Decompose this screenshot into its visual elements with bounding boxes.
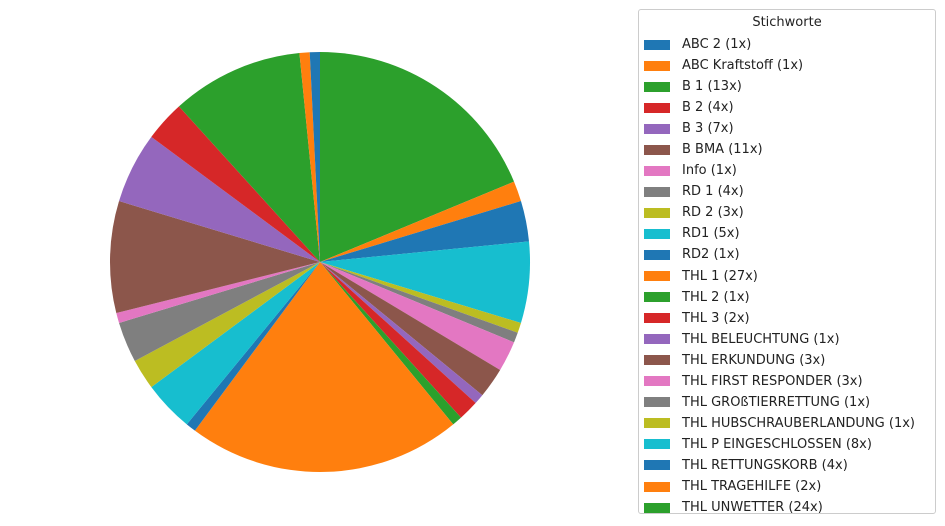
- legend-swatch: [644, 502, 670, 513]
- pie-slice-14: [134, 262, 320, 388]
- legend-label: RD 2 (3x): [682, 205, 744, 221]
- legend-label: B 1 (13x): [682, 79, 742, 95]
- legend-item: THL P EINGESCHLOSSEN (8x): [644, 434, 915, 455]
- legend-swatch: [644, 81, 670, 92]
- legend-swatch: [644, 207, 670, 218]
- legend-swatch: [644, 397, 670, 408]
- legend-label: THL 3 (2x): [682, 310, 750, 326]
- legend-item: B 3 (7x): [644, 118, 915, 139]
- legend-swatch: [644, 123, 670, 134]
- legend-item: ABC 2 (1x): [644, 34, 915, 55]
- legend-swatch: [644, 418, 670, 429]
- legend-label: THL TRAGEHILFE (2x): [682, 479, 822, 494]
- legend-swatch: [644, 271, 670, 282]
- legend-item: THL TRAGEHILFE (2x): [644, 476, 915, 497]
- pie-slice-3: [320, 241, 531, 323]
- legend-item: THL 3 (2x): [644, 308, 915, 329]
- pie-slice-19: [151, 106, 320, 263]
- legend-item: THL FIRST RESPONDER (3x): [644, 371, 915, 392]
- pie-chart: [109, 51, 531, 472]
- legend-label: THL 2 (1x): [682, 289, 750, 305]
- legend-label: THL 1 (27x): [682, 268, 758, 284]
- legend-item: THL BELEUCHTUNG (1x): [644, 329, 915, 350]
- legend-label: ABC Kraftstoff (1x): [682, 58, 804, 74]
- pie-slice-2: [320, 201, 529, 262]
- legend-label: THL ERKUNDUNG (3x): [682, 352, 826, 368]
- legend-item: RD 1 (4x): [644, 181, 915, 202]
- legend-swatch: [644, 355, 670, 366]
- legend-item: ABC Kraftstoff (1x): [644, 55, 915, 76]
- legend-label: B 2 (4x): [682, 100, 734, 116]
- legend-swatch: [644, 313, 670, 324]
- legend-item: THL UNWETTER (24x): [644, 497, 915, 518]
- legend-label: THL HUBSCHRAUBERLANDUNG (1x): [682, 415, 915, 431]
- legend-label: RD2 (1x): [682, 247, 740, 263]
- legend-swatch: [644, 144, 670, 155]
- pie-slice-6: [320, 262, 515, 370]
- legend-label: B BMA (11x): [682, 142, 763, 158]
- legend-swatch: [644, 376, 670, 387]
- legend-item: RD2 (1x): [644, 244, 915, 265]
- legend-item: B 2 (4x): [644, 97, 915, 118]
- legend-label: THL FIRST RESPONDER (3x): [682, 373, 863, 389]
- legend-swatch: [644, 60, 670, 71]
- pie-slice-10: [320, 262, 462, 425]
- pie-slice-1: [320, 181, 521, 262]
- legend-swatch: [644, 39, 670, 50]
- pie-slice-8: [320, 262, 483, 404]
- legend-items: ABC 2 (1x) ABC Kraftstoff (1x) B 1 (13x) B …: [644, 34, 915, 518]
- pie-slice-20: [178, 53, 320, 263]
- legend-item: THL RETTUNGSKORB (4x): [644, 455, 915, 476]
- legend-item: B 1 (13x): [644, 76, 915, 97]
- pie-slice-11: [194, 262, 454, 472]
- legend-swatch: [644, 249, 670, 260]
- legend-swatch: [644, 481, 670, 492]
- legend-swatch: [644, 186, 670, 197]
- pie-slice-12: [186, 262, 320, 431]
- legend-label: B 3 (7x): [682, 121, 734, 137]
- legend-item: THL GROßTIERRETTUNG (1x): [644, 392, 915, 413]
- legend-item: Info (1x): [644, 160, 915, 181]
- legend-item: THL HUBSCHRAUBERLANDUNG (1x): [644, 413, 915, 434]
- legend-item: RD1 (5x): [644, 223, 915, 244]
- legend-swatch: [644, 460, 670, 471]
- legend-swatch: [644, 439, 670, 450]
- pie-slice-9: [320, 262, 476, 418]
- legend-swatch: [644, 228, 670, 239]
- legend-label: THL P EINGESCHLOSSEN (8x): [682, 436, 872, 452]
- legend-item: THL ERKUNDUNG (3x): [644, 350, 915, 371]
- legend-label: RD1 (5x): [682, 226, 740, 242]
- legend-label: ABC 2 (1x): [682, 37, 752, 53]
- legend-label: THL BELEUCHTUNG (1x): [682, 331, 840, 347]
- legend-swatch: [644, 102, 670, 113]
- legend-label: RD 1 (4x): [682, 184, 744, 200]
- pie-slice-21: [299, 52, 320, 262]
- pie-slice-4: [320, 262, 521, 333]
- pie-slice-0: [320, 52, 515, 262]
- legend-label: THL GROßTIERRETTUNG (1x): [682, 394, 871, 410]
- pie-slice-7: [320, 262, 501, 396]
- pie-slice-18: [119, 136, 320, 262]
- legend-item: RD 2 (3x): [644, 202, 915, 223]
- pie-slice-15: [119, 262, 320, 361]
- pie-slice-17: [109, 201, 320, 314]
- pie-slice-13: [151, 262, 320, 425]
- legend-swatch: [644, 334, 670, 345]
- legend-swatch: [644, 292, 670, 303]
- pie-slice-5: [320, 262, 518, 343]
- pie-slice-22: [309, 51, 320, 262]
- legend-item: THL 1 (27x): [644, 266, 915, 287]
- legend-item: B BMA (11x): [644, 139, 915, 160]
- legend-title: Stichworte: [752, 15, 822, 30]
- legend-label: Info (1x): [682, 163, 737, 179]
- legend-swatch: [644, 165, 670, 176]
- legend-item: THL 2 (1x): [644, 287, 915, 308]
- legend-label: THL RETTUNGSKORB (4x): [682, 457, 848, 473]
- legend-label: THL UNWETTER (24x): [682, 500, 823, 516]
- legend: Stichworte ABC 2 (1x) ABC Kraftstoff (1x)…: [638, 9, 936, 515]
- pie-slice-16: [116, 262, 320, 323]
